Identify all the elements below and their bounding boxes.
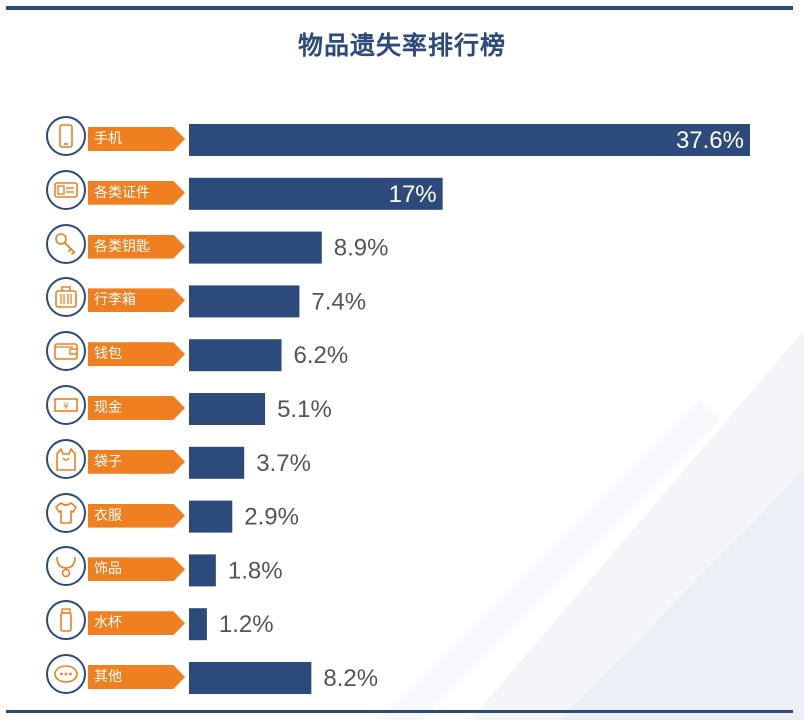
category-label: 行李箱 [88, 288, 185, 313]
bar [189, 339, 282, 372]
chart-row: 行李箱 [0, 275, 804, 323]
wallet-icon [46, 331, 86, 372]
bottom-rule [6, 710, 793, 713]
chart-row: 水杯 [0, 598, 804, 646]
bar [189, 231, 322, 264]
value-label: 37.6% [676, 127, 744, 154]
bar [189, 500, 233, 533]
bar [189, 554, 216, 587]
category-label: 各类证件 [88, 180, 185, 205]
chart-row: 衣服 [0, 491, 804, 539]
bar [189, 662, 312, 694]
value-label: 8.2% [323, 665, 378, 692]
category-label: 现金 [88, 396, 185, 420]
phone-icon [46, 116, 86, 156]
more-icon [46, 654, 86, 694]
category-label: 各类钥匙 [88, 234, 185, 259]
key-icon [46, 223, 86, 264]
category-label: 钱包 [88, 342, 185, 367]
category-label: 袋子 [88, 449, 185, 474]
cup-icon [46, 600, 86, 641]
chart-row: ¥ 现金 [0, 383, 804, 431]
value-label: 5.1% [277, 396, 332, 423]
value-label: 6.2% [294, 342, 349, 369]
id-card-icon [46, 169, 86, 210]
value-label: 8.9% [334, 235, 389, 262]
bar [189, 124, 750, 156]
value-label: 3.7% [256, 450, 311, 477]
luggage-icon [46, 277, 86, 318]
category-label: 手机 [88, 127, 185, 151]
cash-icon: ¥ [46, 385, 86, 425]
value-label: 17% [389, 181, 437, 208]
chart-row: 各类证件 [0, 168, 804, 216]
bar [189, 177, 443, 210]
category-label: 其他 [88, 665, 185, 689]
chart-row: 其他 [0, 652, 804, 700]
chart-title: 物品遗失率排行榜 [297, 31, 506, 60]
category-label: 水杯 [88, 611, 185, 636]
bar [189, 446, 245, 479]
bar [189, 393, 266, 425]
bar [189, 285, 300, 318]
top-rule [6, 6, 793, 10]
category-label: 衣服 [88, 503, 185, 528]
value-label: 1.2% [219, 611, 274, 638]
chart-row: 手机 [0, 114, 804, 162]
shirt-icon [46, 492, 86, 533]
value-label: 2.9% [244, 504, 299, 531]
chart-row: 饰品 [0, 544, 804, 592]
category-label: 饰品 [88, 557, 185, 582]
bar [189, 608, 207, 641]
value-label: 7.4% [311, 288, 366, 315]
bag-icon [46, 438, 86, 479]
necklace-icon [46, 546, 86, 587]
svg-text:¥: ¥ [63, 402, 69, 412]
chart-row: 钱包 [0, 329, 804, 377]
chart-row: 袋子 [0, 437, 804, 485]
value-label: 1.8% [228, 557, 283, 584]
chart-row: 各类钥匙 [0, 222, 804, 270]
